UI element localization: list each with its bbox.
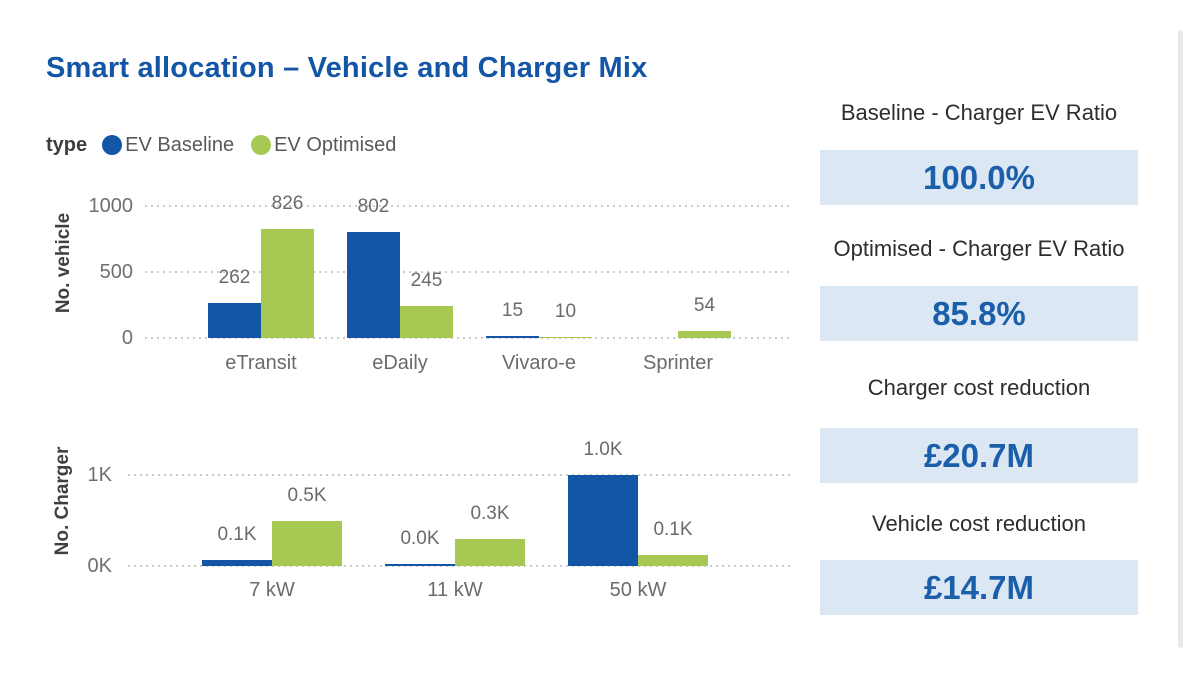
kpi-label-vehicle-cost-reduction: Vehicle cost reduction (871, 511, 1087, 536)
x-category-label: eTransit (225, 352, 297, 374)
bar-value-label: 1.0K (583, 439, 623, 460)
bar-ev-optimised-7-kw[interactable] (272, 520, 342, 566)
legend-item-label: EV Optimised (274, 133, 397, 156)
legend-item-label: EV Baseline (125, 133, 235, 156)
bar-value-label: 0.0K (400, 528, 440, 550)
kpi-value: £14.7M (923, 569, 1035, 606)
kpi-value: 85.8% (932, 295, 1026, 332)
gridline (128, 474, 790, 476)
page-title: Smart allocation – Vehicle and Charger M… (46, 52, 648, 84)
bar-ev-baseline-vivaro-e[interactable] (486, 336, 539, 338)
x-category-label: 50 kW (609, 579, 667, 601)
kpi-value: 100.0% (923, 159, 1035, 196)
bar-value-label: 245 (410, 269, 443, 291)
x-category-label: 11 kW (427, 579, 483, 601)
kpi-card-vehicle-cost-reduction: £14.7M (820, 560, 1138, 615)
x-category-label: Vivaro-e (501, 352, 577, 374)
x-category-label: 7 kW (249, 579, 295, 601)
y-tick-label: 1K (87, 464, 112, 486)
bar-value-label: 0.5K (287, 484, 327, 506)
kpi-label-baseline-charger-ev-ratio: Baseline - Charger EV Ratio (840, 100, 1118, 125)
gridline (128, 565, 790, 567)
bar-ev-optimised-11-kw[interactable] (455, 538, 525, 566)
kpi-label-optimised-charger-ev-ratio: Optimised - Charger EV Ratio (833, 236, 1125, 261)
bar-ev-optimised-etransit[interactable] (261, 228, 314, 338)
bar-value-label: 15 (501, 300, 524, 322)
legend-dot-icon (102, 135, 123, 155)
bar-ev-baseline-edaily[interactable] (347, 232, 400, 338)
bar-ev-optimised-vivaro-e[interactable] (539, 336, 592, 338)
bar-ev-baseline-etransit[interactable] (208, 303, 261, 338)
legend-item-ev-baseline[interactable]: EV Baseline (102, 134, 234, 157)
x-category-label: Sprinter (642, 352, 714, 374)
legend-title: type (46, 133, 88, 156)
bar-value-label: 802 (357, 196, 390, 218)
legend-item-ev-optimised[interactable]: EV Optimised (251, 134, 396, 157)
bar-ev-optimised-sprinter[interactable] (678, 330, 731, 338)
kpi-label-charger-cost-reduction: Charger cost reduction (867, 375, 1091, 400)
bar-value-label: 10 (554, 300, 577, 322)
bar-value-label: 826 (271, 192, 304, 214)
gridline (145, 205, 790, 207)
bar-ev-baseline-50-kw[interactable] (568, 475, 638, 566)
chart-legend: type EV Baseline EV Optimised (46, 132, 413, 158)
bar-value-label: 0.1K (217, 524, 257, 546)
legend-dot-icon (251, 135, 272, 155)
y-tick-label: 0K (87, 555, 112, 577)
bar-ev-optimised-50-kw[interactable] (638, 555, 708, 566)
bar-value-label: 262 (218, 267, 251, 289)
y-tick-label: 0 (121, 327, 133, 349)
vertical-scrollbar[interactable] (1178, 30, 1183, 648)
kpi-card-optimised-charger-ev-ratio: 85.8% (820, 286, 1138, 341)
y-tick-label: 500 (99, 261, 133, 283)
bar-value-label: 54 (693, 294, 716, 316)
bar-ev-baseline-7-kw[interactable] (202, 560, 272, 566)
bar-value-label: 0.1K (653, 519, 693, 541)
kpi-card-baseline-charger-ev-ratio: 100.0% (820, 150, 1138, 205)
gridline (145, 271, 790, 273)
bar-ev-baseline-11-kw[interactable] (385, 564, 455, 566)
kpi-card-charger-cost-reduction: £20.7M (820, 428, 1138, 483)
bar-ev-optimised-edaily[interactable] (400, 305, 453, 338)
y-tick-label: 1000 (88, 195, 134, 217)
x-category-label: eDaily (372, 352, 428, 374)
kpi-value: £20.7M (923, 437, 1035, 474)
bar-value-label: 0.3K (470, 502, 510, 524)
gridline (145, 337, 790, 339)
